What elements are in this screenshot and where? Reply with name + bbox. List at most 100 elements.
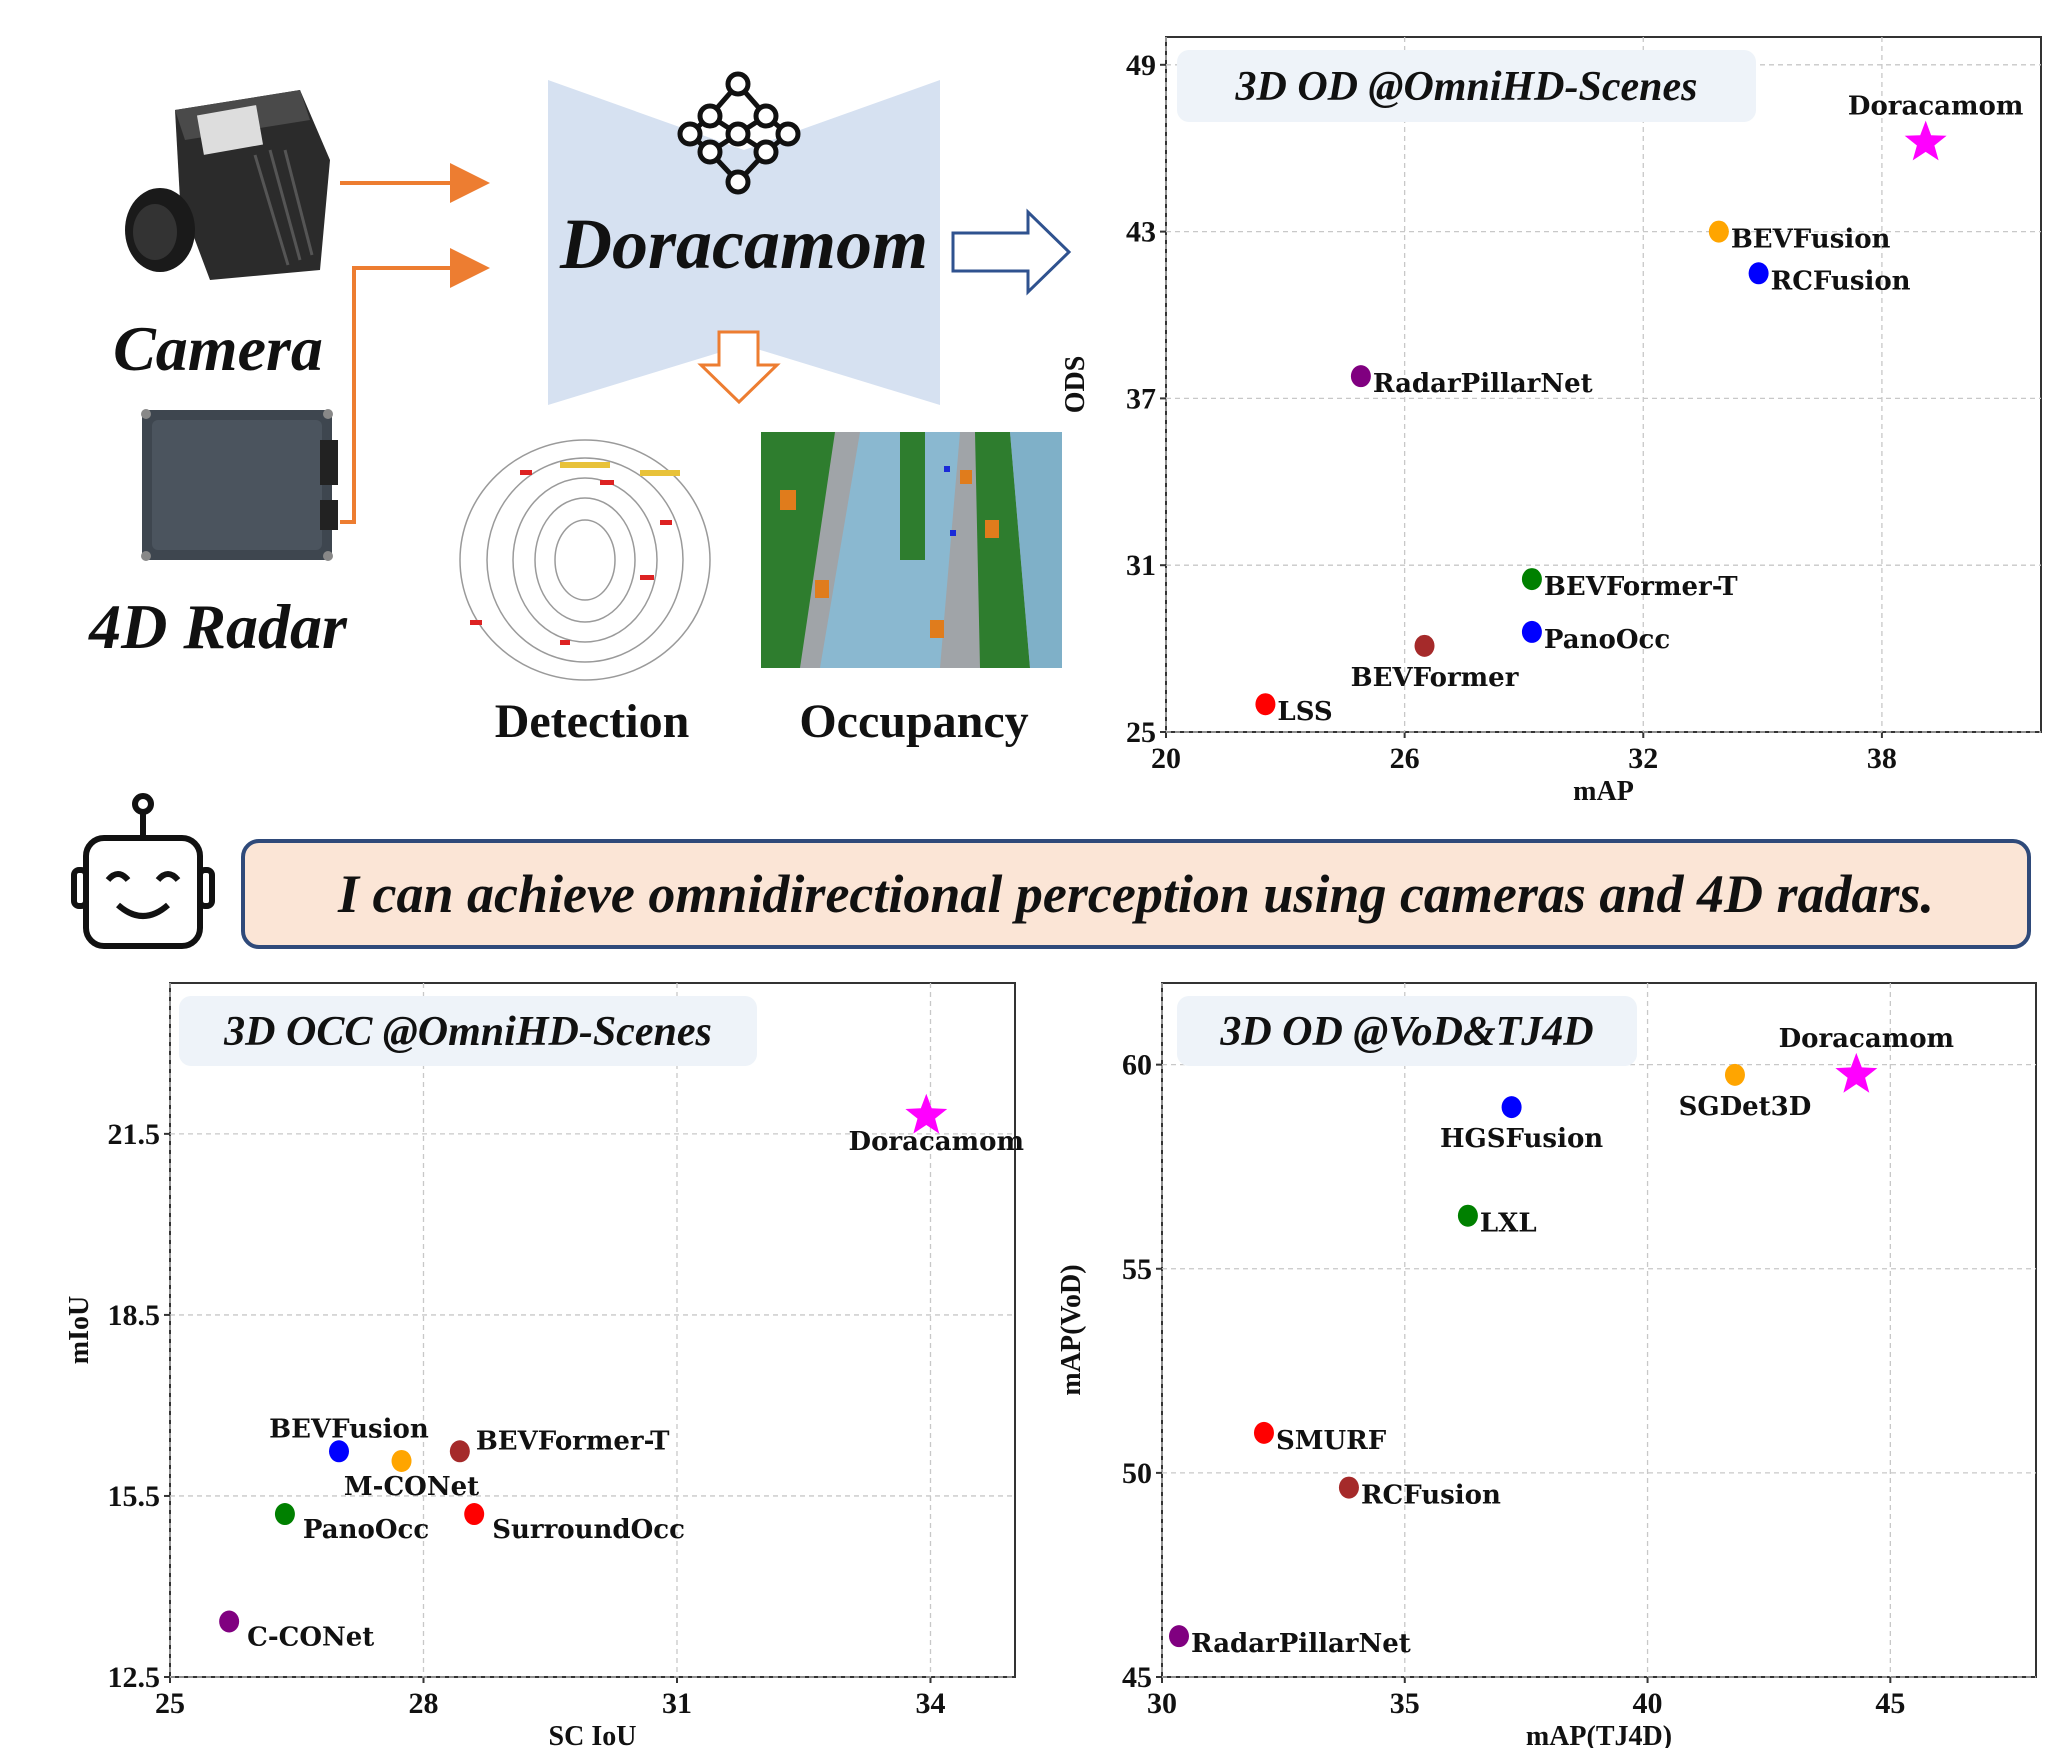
x-tick-label: 34 [916,1687,946,1720]
x-tick-label: 45 [1875,1687,1905,1720]
y-axis-label: mAP(VoD) [1056,1264,1087,1395]
chart-title: 3D OCC @OmniHD-Scenes [223,1009,712,1055]
y-tick-label: 15.5 [108,1480,161,1513]
x-tick-label: 38 [1867,742,1897,775]
point-rcfusion [1338,1476,1359,1499]
x-axis-label: mAP(TJ4D) [1526,1721,1672,1748]
point-smurf [1253,1421,1274,1444]
plot-area [1161,982,2037,1678]
point-label: SMURF [1276,1426,1387,1456]
y-axis-label: ODS [1060,356,1091,414]
chart-title-box [179,996,757,1066]
occupancy-result-image [761,432,1062,668]
chart-od-omnihd: 20 26 32 38 25 31 37 43 49 mAP ODS 3D OD @OmniHD-Sc… [1060,36,2042,807]
y-tick-label: 43 [1126,216,1156,249]
point-surroundocc [464,1503,485,1526]
y-tick-label: 18.5 [108,1299,161,1332]
point-doracamom-star [1835,1052,1878,1093]
y-tick-label: 37 [1126,382,1156,415]
plot-area [169,982,1016,1678]
x-tick-label: 30 [1147,1687,1177,1720]
detection-label: Detection [495,695,690,748]
point-label: LXL [1480,1209,1537,1239]
point-bevfusion [329,1440,349,1463]
x-tick-label: 40 [1633,1687,1663,1720]
y-tick-label: 21.5 [108,1118,161,1151]
x-tick-label: 32 [1628,742,1658,775]
point-label: LSS [1277,697,1332,727]
x-tick-label: 26 [1390,742,1420,775]
point-c-conet [219,1610,240,1633]
message-banner [241,839,2031,949]
point-panoocc [274,1503,295,1526]
point-m-conet [391,1449,412,1472]
point-label: RCFusion [1771,266,1911,296]
model-name: Doracamom [559,204,928,284]
radar-to-model-arrow [340,248,490,524]
radar-label: 4D Radar [88,591,348,662]
point-lss [1255,693,1276,716]
y-tick-label: 45 [1122,1661,1152,1694]
point-radarpillarnet [1168,1625,1189,1648]
y-tick-label: 49 [1126,49,1156,82]
y-tick-label: 60 [1122,1049,1152,1082]
point-radarpillarnet [1350,365,1371,388]
point-bevformer-t [1521,568,1542,591]
point-bevfusion [1708,220,1729,243]
model-to-outputs-arrow [697,330,781,405]
chart-title-box [1177,50,1756,122]
point-lxl [1457,1204,1478,1227]
point-label: SurroundOcc [492,1515,685,1545]
banner-text: I can achieve omnidirectional perception… [337,864,1934,924]
point-label: RadarPillarNet [1373,369,1593,399]
model-bowtie-shape [548,80,940,405]
plot-area [1165,36,2042,733]
x-axis-label: mAP [1573,776,1634,807]
point-sgdet3d [1724,1063,1745,1086]
point-doracamom-star [905,1093,948,1134]
camera-label: Camera [113,313,323,384]
point-label: RCFusion [1361,1481,1501,1511]
x-tick-label: 31 [662,1687,692,1720]
point-label: RadarPillarNet [1191,1629,1411,1659]
point-label: BEVFormer [1351,663,1519,693]
x-tick-label: 20 [1151,742,1181,775]
x-tick-label: 25 [155,1687,185,1720]
chart-od-vod-tj4d: 30 35 40 45 45 50 55 60 mAP(TJ4D) mAP(VoD) 3D OD @… [1056,982,2037,1748]
point-label: BEVFormer-T [476,1426,670,1456]
point-label: M-CONet [344,1472,479,1502]
neural-network-icon [677,71,801,195]
point-label: C-CONet [247,1622,374,1652]
point-panoocc [1521,620,1542,643]
radar-device-icon [141,409,338,561]
point-label: SGDet3D [1679,1092,1812,1122]
y-tick-label: 55 [1122,1253,1152,1286]
y-tick-label: 31 [1126,549,1156,582]
detection-result-image [432,432,724,681]
robot-icon [71,793,215,949]
point-label: Doracamom [1848,92,2023,122]
chart-occ-omnihd: 25 28 31 34 12.5 15.5 18.5 21.5 SC IoU mIoU 3D OCC… [64,982,1024,1748]
point-doracamom-star [1904,120,1947,161]
y-tick-label: 25 [1126,716,1156,749]
point-hgsfusion [1501,1096,1522,1119]
point-label: BEVFormer-T [1544,572,1738,602]
point-label: Doracamom [1779,1024,1954,1054]
camera-device-icon [125,90,330,280]
point-label: HGSFusion [1440,1124,1603,1154]
point-label: BEVFusion [269,1414,429,1444]
output-to-charts-arrow [951,208,1072,296]
point-label: PanoOcc [1544,625,1670,655]
point-bevformer-t [449,1440,470,1463]
point-label: PanoOcc [303,1515,429,1545]
x-axis-label: SC IoU [549,1721,637,1748]
chart-title: 3D OD @OmniHD-Scenes [1235,64,1698,110]
y-axis-label: mIoU [64,1296,95,1364]
x-tick-label: 28 [409,1687,439,1720]
point-bevformer [1414,634,1435,657]
occupancy-label: Occupancy [799,695,1028,748]
chart-title-box [1177,996,1637,1066]
y-tick-label: 12.5 [108,1661,161,1694]
point-rcfusion [1748,262,1769,285]
